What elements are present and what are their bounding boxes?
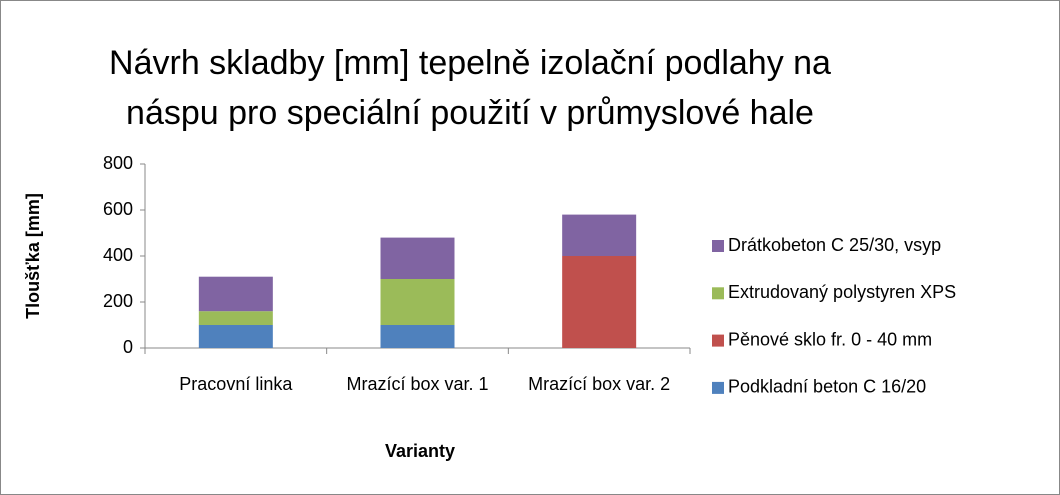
bar-segment: [198, 325, 273, 348]
legend-label: Extrudovaný polystyren XPS: [728, 282, 956, 302]
legend-swatch: [712, 381, 724, 394]
legend-swatch: [712, 240, 724, 252]
x-tick-label: Pracovní linka: [179, 374, 293, 394]
legend-label: Pěnové sklo fr. 0 - 40 mm: [728, 329, 932, 349]
chart-title: Návrh skladby [mm] tepelně izolační podl…: [109, 44, 831, 132]
bar-segment: [562, 214, 637, 256]
bar-segment: [380, 237, 455, 279]
x-tick-label: Mrazící box var. 2: [528, 374, 671, 394]
y-axis-label: Tloušťka [mm]: [23, 193, 43, 319]
legend-label: Drátkobeton C 25/30, vsyp: [728, 235, 941, 255]
y-tick-label: 200: [103, 291, 133, 311]
legend-swatch: [712, 334, 724, 347]
bar-segment: [380, 279, 455, 325]
bar-segment: [380, 325, 455, 348]
y-tick-label: 400: [103, 245, 133, 265]
bar-segment: [198, 276, 273, 312]
y-tick-label: 0: [123, 337, 133, 357]
legend-label: Podkladní beton C 16/20: [728, 377, 926, 397]
x-tick-label: Mrazící box var. 1: [346, 374, 489, 394]
bar-segment: [562, 256, 637, 348]
y-tick-label: 600: [103, 199, 133, 219]
y-tick-label: 800: [103, 153, 133, 173]
x-axis-label: Varianty: [385, 441, 455, 461]
legend-swatch: [712, 287, 724, 300]
bar-segment: [198, 311, 273, 325]
